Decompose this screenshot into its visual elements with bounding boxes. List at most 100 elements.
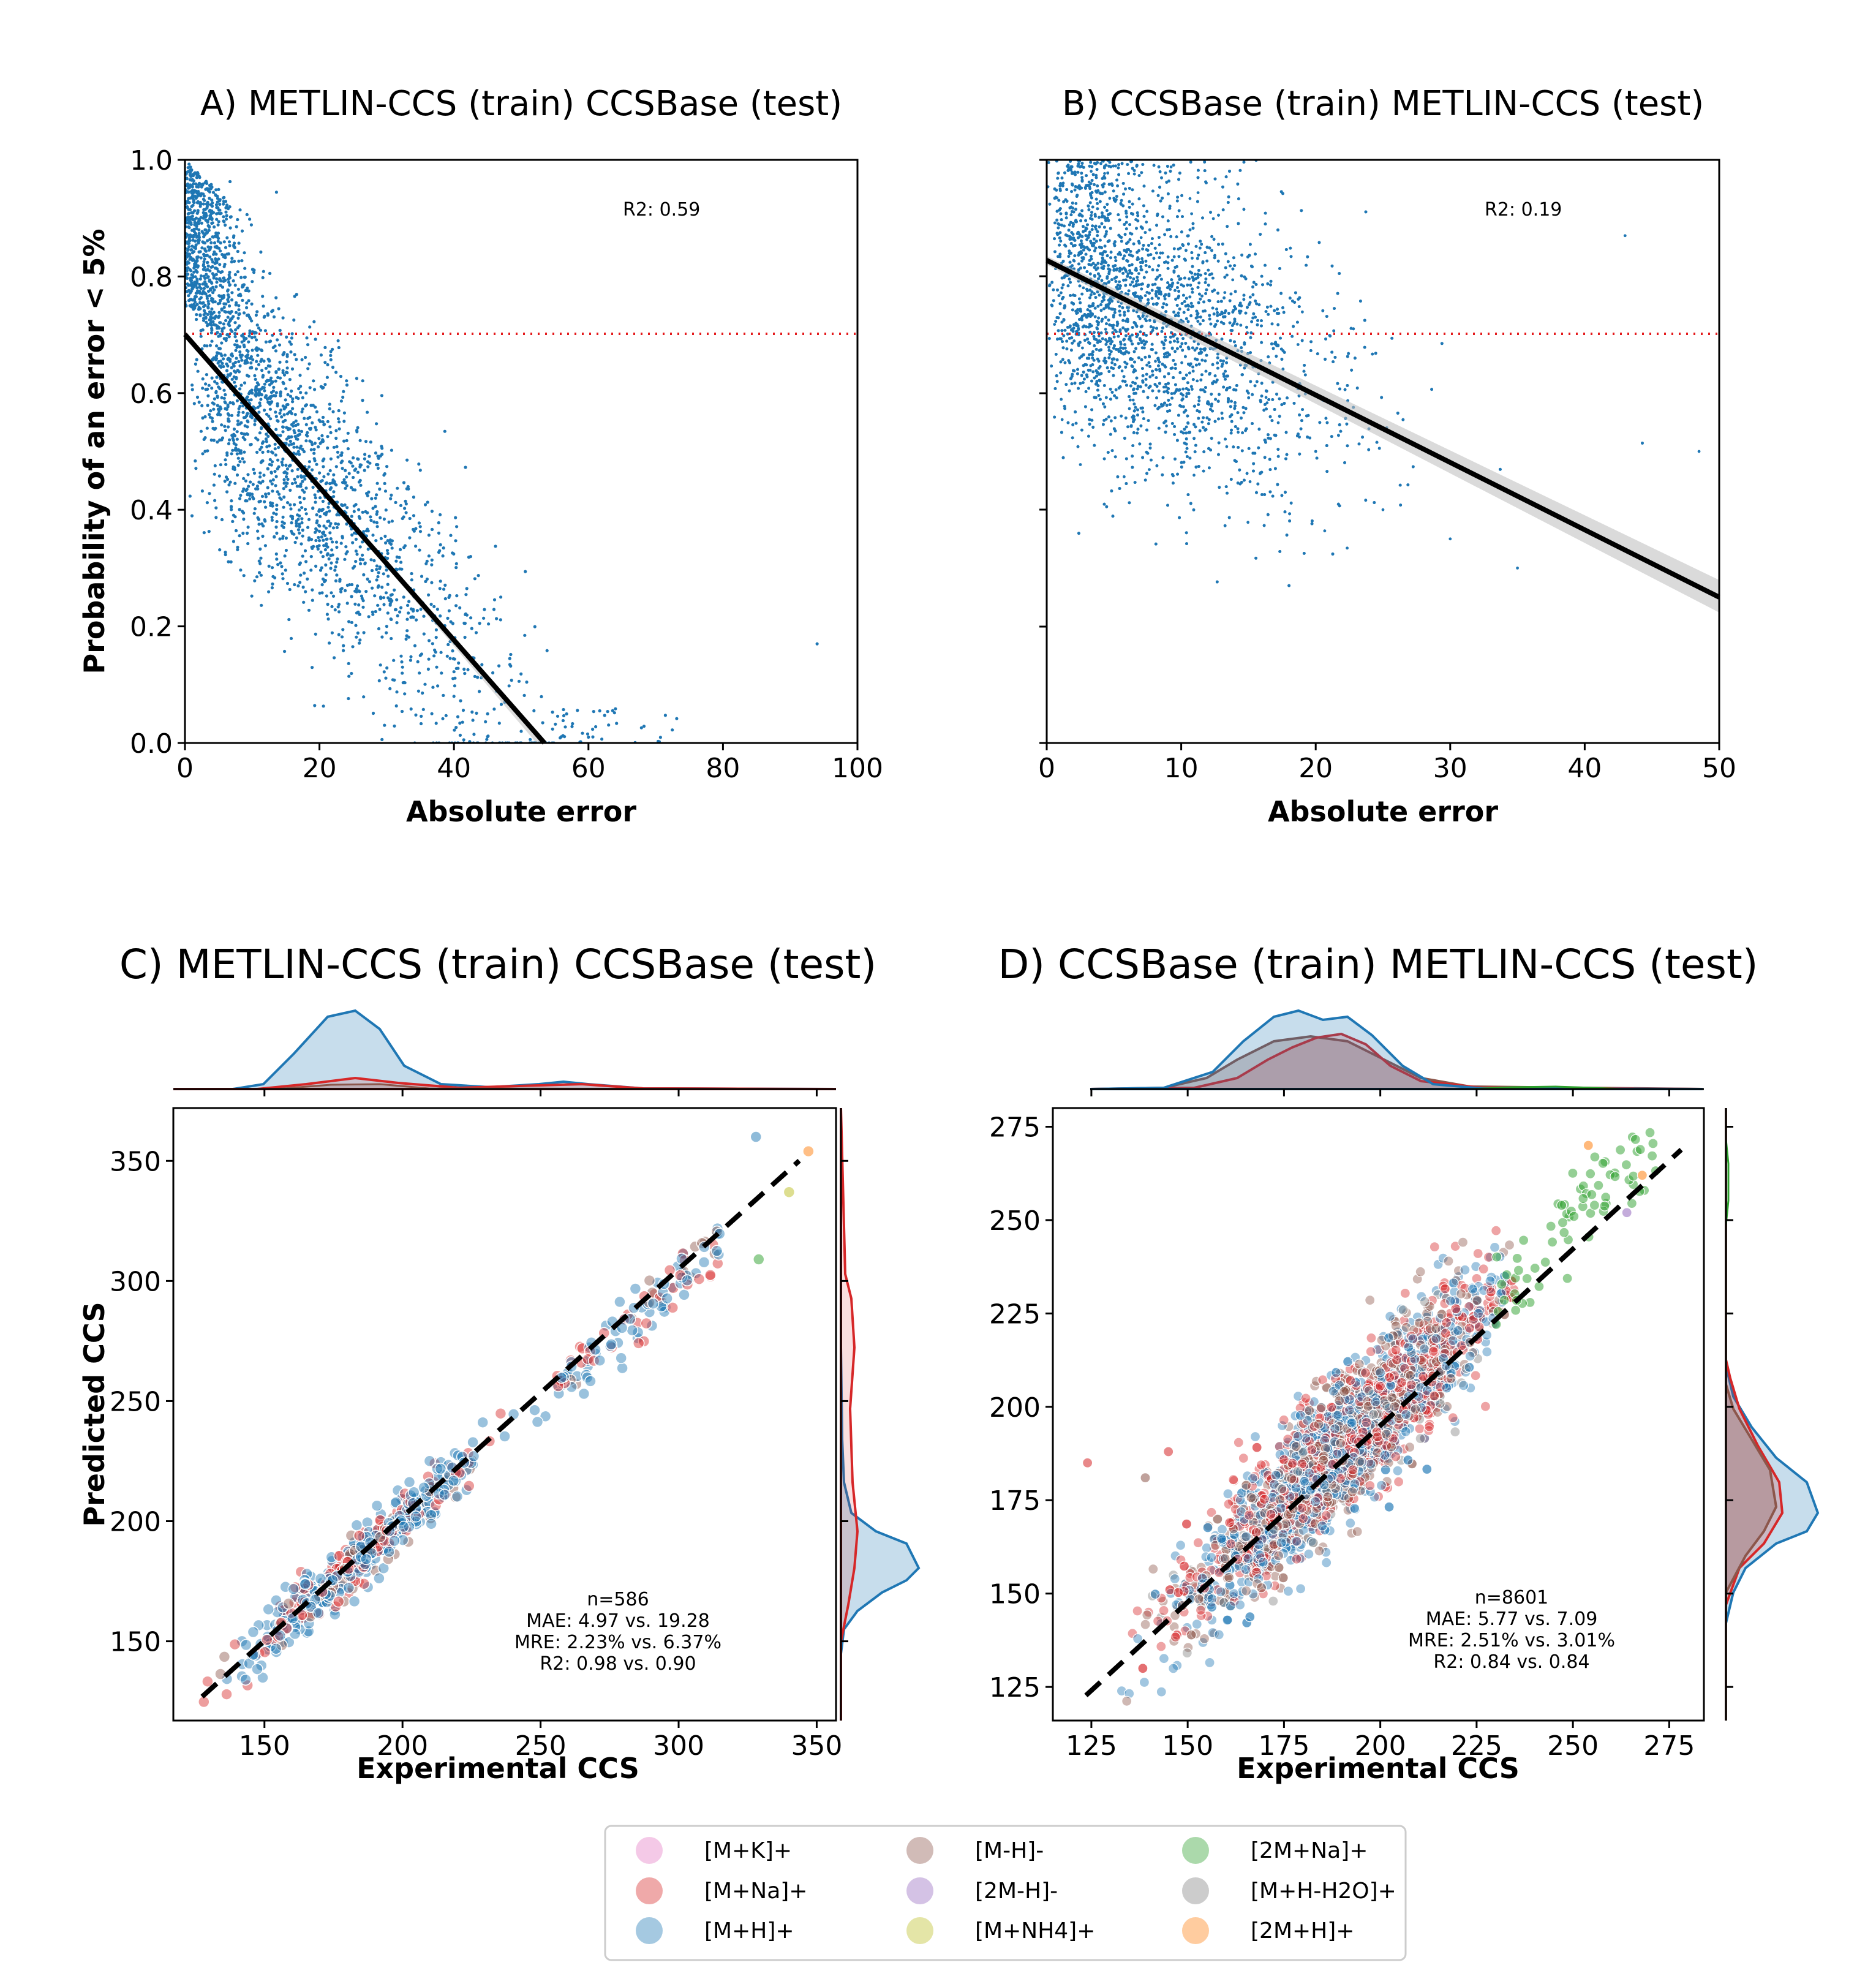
scatter-point [320, 566, 323, 570]
scatter-point [300, 517, 304, 521]
scatter-point [326, 363, 330, 367]
scatter-point [288, 378, 292, 382]
scatter-point [454, 562, 458, 565]
scatter-point [236, 419, 240, 423]
scatter-point [352, 504, 356, 508]
scatter-point [320, 591, 324, 595]
scatter-point [303, 477, 307, 481]
scatter-point [187, 208, 190, 211]
scatter-point [200, 489, 204, 493]
scatter-point [304, 512, 308, 516]
scatter-point [258, 401, 262, 405]
scatter-point [318, 568, 323, 572]
scatter-point [321, 577, 325, 581]
scatter-point [293, 477, 296, 481]
scatter-point [416, 660, 420, 663]
scatter-point [395, 690, 399, 694]
scatter-point [473, 577, 477, 581]
scatter-point [243, 450, 246, 454]
scatter-point [442, 587, 446, 591]
scatter-point [352, 510, 356, 513]
scatter-point [208, 183, 212, 187]
scatter-point [494, 545, 497, 548]
scatter-point [217, 220, 220, 224]
scatter-point [276, 563, 280, 567]
scatter-point [353, 531, 356, 535]
scatter-point [205, 273, 208, 276]
scatter-point [232, 279, 235, 283]
scatter-point [389, 497, 393, 500]
scatter-point [1223, 291, 1227, 295]
scatter-point [342, 420, 346, 423]
scatter-point [235, 311, 238, 314]
scatter-point [277, 492, 281, 496]
scatter-point [214, 277, 219, 281]
scatter-point [326, 505, 330, 509]
scatter-point [285, 360, 288, 364]
scatter-point [279, 390, 282, 394]
scatter-point [1060, 418, 1064, 421]
scatter-point [337, 603, 341, 606]
scatter-point [271, 502, 274, 505]
scatter-point [342, 390, 345, 393]
scatter-point [282, 413, 286, 417]
scatter-point [317, 437, 321, 440]
scatter-point [246, 492, 250, 496]
scatter-point [419, 722, 423, 726]
scatter-point [340, 635, 344, 639]
scatter-point [303, 507, 307, 511]
scatter-point [258, 431, 262, 435]
scatter-point [207, 228, 211, 232]
scatter-point [322, 538, 325, 542]
scatter-point [253, 374, 257, 377]
scatter-point [400, 660, 404, 664]
scatter-point [333, 480, 336, 484]
scatter-point [216, 404, 219, 407]
scatter-point [363, 453, 367, 456]
scatter-point [238, 534, 241, 538]
scatter-point [410, 571, 413, 576]
scatter-point [309, 555, 313, 559]
scatter-point [329, 522, 333, 526]
scatter-point [254, 377, 257, 382]
scatter-point [427, 657, 431, 661]
scatter-point [307, 362, 311, 366]
scatter-point [401, 671, 404, 675]
scatter-point [331, 553, 334, 557]
scatter-point [243, 345, 246, 349]
scatter-point [201, 377, 205, 381]
scatter-point [213, 288, 216, 292]
scatter-point [348, 583, 352, 587]
scatter-point [228, 226, 232, 230]
scatter-point [206, 449, 209, 453]
scatter-point [399, 560, 403, 564]
scatter-point [336, 339, 340, 342]
scatter-point [409, 607, 413, 611]
scatter-point [256, 405, 260, 409]
scatter-point [186, 233, 190, 237]
scatter-point [442, 546, 445, 550]
scatter-point [289, 507, 293, 511]
scatter-point [259, 556, 263, 560]
scatter-point [405, 629, 409, 633]
scatter-point [236, 545, 239, 549]
scatter-point [1137, 272, 1140, 275]
scatter-point [229, 353, 233, 357]
scatter-point [195, 270, 199, 274]
scatter-point [478, 690, 481, 693]
scatter-point [326, 446, 330, 450]
scatter-point [1148, 468, 1151, 471]
scatter-point [274, 453, 277, 457]
scatter-point [259, 573, 263, 577]
scatter-point [215, 217, 219, 221]
scatter-point [480, 663, 484, 666]
scatter-point [375, 493, 379, 497]
scatter-point [281, 353, 285, 356]
scatter-point [311, 506, 315, 510]
scatter-point [386, 596, 390, 600]
scatter-point [244, 396, 248, 401]
scatter-point [357, 508, 361, 511]
scatter-point [253, 419, 257, 423]
scatter-point [484, 720, 488, 723]
scatter-point [352, 475, 355, 480]
